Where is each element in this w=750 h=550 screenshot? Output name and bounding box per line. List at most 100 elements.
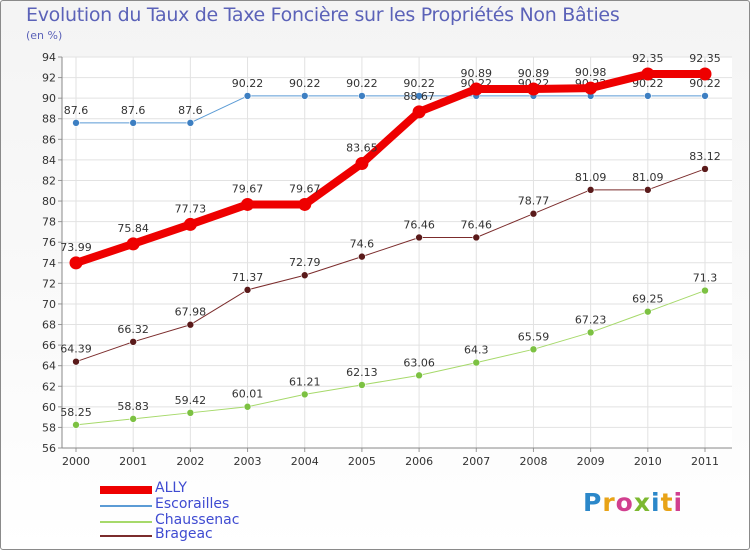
data-label-chaussenac: 59.42	[175, 394, 207, 407]
data-point-chaussenac	[72, 421, 80, 429]
series-line-ally	[72, 69, 709, 267]
data-point-chaussenac	[472, 358, 481, 367]
data-point-chaussenac	[415, 371, 423, 380]
data-point-escorailles	[415, 92, 423, 100]
data-label-chaussenac: 67.23	[575, 313, 607, 326]
chart-title: Evolution du Taux de Taxe Foncière sur l…	[26, 4, 620, 26]
data-point-brageac	[701, 165, 709, 173]
data-point-chaussenac	[243, 402, 252, 411]
data-point-ally	[698, 67, 712, 81]
x-tick-label: 2005	[348, 455, 376, 468]
data-label-brageac: 76.46	[461, 218, 493, 231]
data-label-chaussenac: 64.3	[464, 344, 489, 357]
data-point-chaussenac	[644, 307, 652, 316]
data-label-escorailles: 90.22	[232, 77, 264, 90]
x-tick-label: 2003	[234, 455, 262, 468]
data-label-chaussenac: 62.13	[346, 366, 378, 379]
y-tick-label: 66	[42, 339, 56, 352]
data-label-brageac: 83.12	[689, 150, 721, 163]
data-point-brageac	[358, 252, 366, 261]
data-label-chaussenac: 71.3	[693, 272, 718, 285]
x-tick-label: 2004	[291, 455, 319, 468]
data-point-brageac	[472, 233, 481, 242]
y-tick-label: 92	[42, 72, 56, 85]
y-tick-label: 94	[42, 51, 56, 64]
data-point-brageac	[129, 338, 137, 346]
x-tick-label: 2001	[119, 455, 147, 468]
legend-label-chaussenac: Chaussenac	[155, 512, 240, 528]
data-point-brageac	[415, 233, 423, 242]
data-label-chaussenac: 58.25	[60, 406, 92, 419]
data-label-ally: 92.35	[689, 52, 721, 65]
logo-letter: t	[660, 488, 674, 517]
x-tick-label: 2010	[634, 455, 662, 468]
data-label-escorailles: 90.22	[632, 77, 664, 90]
data-point-escorailles	[358, 92, 366, 100]
data-point-ally	[298, 197, 312, 211]
data-point-chaussenac	[186, 409, 195, 417]
data-label-ally: 79.67	[289, 182, 321, 195]
data-label-chaussenac: 65.59	[518, 330, 550, 343]
legend-label-brageac: Brageac	[155, 526, 213, 542]
data-point-chaussenac	[300, 390, 309, 399]
logo-letter: x	[633, 488, 651, 517]
data-label-escorailles: 87.6	[121, 104, 146, 117]
data-point-ally	[641, 67, 655, 81]
legend-swatch-ally	[100, 486, 152, 494]
data-point-ally	[469, 82, 483, 96]
data-point-brageac	[529, 209, 538, 218]
data-point-escorailles	[300, 92, 309, 100]
x-tick-label: 2006	[405, 455, 433, 468]
data-label-ally: 92.35	[632, 52, 664, 65]
data-point-chaussenac	[129, 415, 137, 423]
data-point-brageac	[300, 271, 309, 280]
y-tick-label: 72	[42, 277, 56, 290]
y-tick-label: 68	[42, 319, 56, 332]
data-point-brageac	[72, 357, 80, 366]
data-point-ally	[526, 82, 540, 96]
series-line-brageac	[75, 168, 706, 363]
data-label-chaussenac: 58.83	[117, 400, 149, 413]
y-tick-label: 88	[42, 113, 56, 126]
legend-swatch-escorailles	[100, 505, 152, 507]
plot-area	[62, 57, 732, 448]
data-point-ally	[126, 237, 140, 251]
legend-swatch-brageac	[100, 535, 152, 537]
data-label-chaussenac: 61.21	[289, 375, 321, 388]
x-tick-label: 2002	[176, 455, 204, 468]
data-point-escorailles	[243, 92, 252, 100]
y-tick-label: 60	[42, 401, 56, 414]
data-label-escorailles: 87.6	[178, 104, 203, 117]
data-label-brageac: 67.98	[175, 306, 207, 319]
chart-subtitle: (en %)	[26, 29, 63, 42]
data-label-brageac: 72.79	[289, 256, 321, 269]
legend-label-ally: ALLY	[155, 480, 187, 496]
x-tick-label: 2008	[519, 455, 547, 468]
data-point-escorailles	[129, 119, 137, 127]
data-label-ally: 83.65	[346, 141, 378, 154]
data-point-escorailles	[701, 92, 709, 100]
y-tick-label: 62	[42, 380, 56, 393]
data-point-ally	[355, 156, 369, 170]
y-tick-label: 86	[42, 133, 56, 146]
data-point-ally	[241, 197, 255, 211]
data-label-escorailles: 90.22	[689, 77, 721, 90]
data-point-brageac	[243, 286, 252, 294]
x-tick-label: 2011	[691, 455, 719, 468]
data-label-ally: 75.84	[117, 222, 149, 235]
data-label-brageac: 76.46	[403, 218, 435, 231]
y-tick-label: 64	[42, 360, 56, 373]
data-label-chaussenac: 63.06	[403, 356, 435, 369]
logo-letter: P	[583, 488, 603, 517]
data-label-escorailles: 90.22	[289, 77, 321, 90]
logo-letter: r	[602, 488, 616, 517]
y-tick-label: 58	[42, 421, 56, 434]
data-label-brageac: 81.09	[575, 171, 607, 184]
y-tick-label: 80	[42, 195, 56, 208]
data-point-chaussenac	[701, 286, 709, 295]
y-tick-label: 90	[42, 92, 56, 105]
series-line-escorailles	[75, 95, 706, 124]
data-label-brageac: 64.39	[60, 343, 92, 356]
data-label-ally: 88.67	[403, 90, 435, 103]
